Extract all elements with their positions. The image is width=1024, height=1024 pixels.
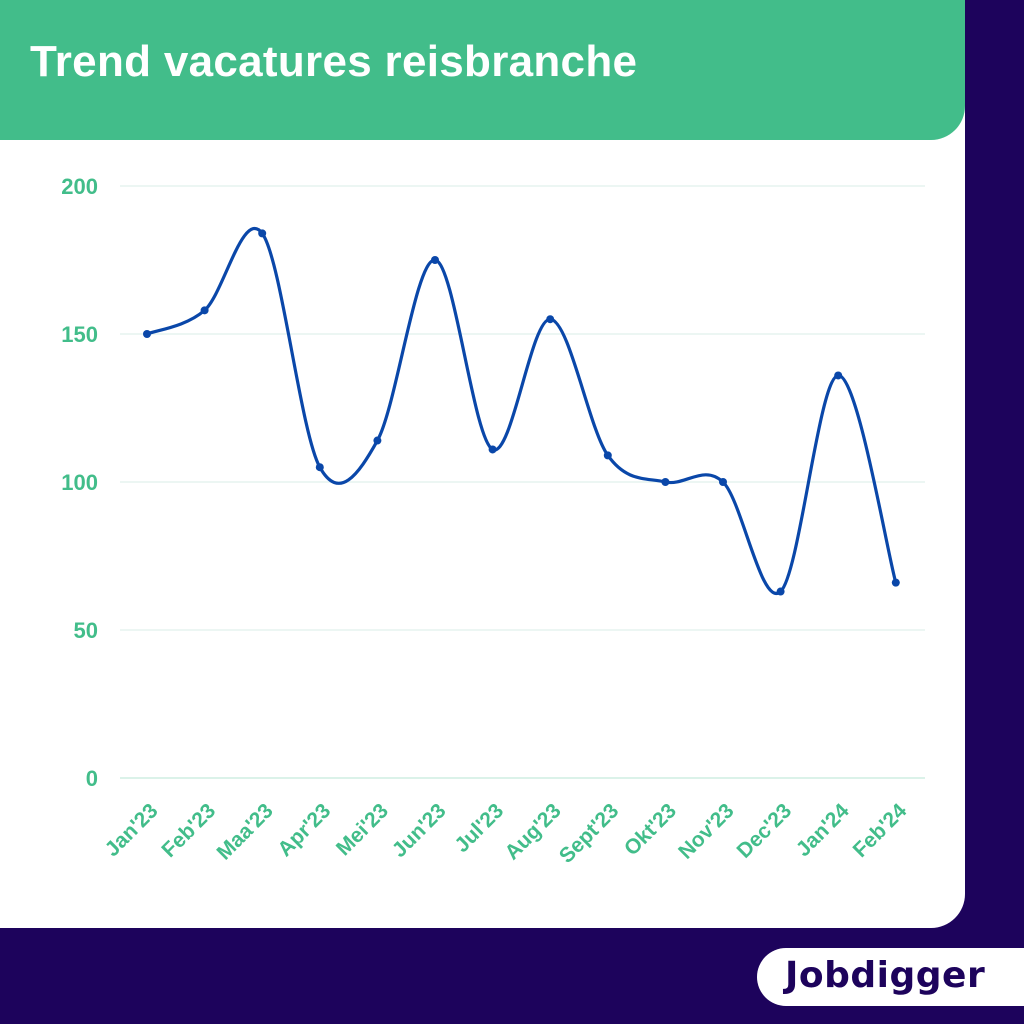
y-tick-label: 100 [61,470,98,495]
data-point [143,330,151,338]
chart-card: Trend vacatures reisbranche 0 50 100 150 200… [0,0,965,928]
series-line [145,227,898,596]
y-tick-label: 150 [61,322,98,347]
data-point [488,445,497,454]
header-banner: Trend vacatures reisbranche [0,0,965,140]
data-point [546,315,555,324]
x-tick-label: Jun'23 [388,799,451,862]
y-tick-label: 200 [61,174,98,199]
data-point [431,256,439,264]
data-point [315,463,324,472]
x-tick-label: Mei'23 [332,799,393,860]
x-tick-label: Okt'23 [620,799,681,860]
data-point [603,451,612,460]
x-tick-label: Nov'23 [674,799,738,863]
x-tick-label: Dec'23 [733,799,797,863]
line-chart: 0 50 100 150 200 Jan'23Feb'23Maa'23Apr'23Mei'… [61,174,925,868]
x-tick-label: Feb'23 [157,799,220,862]
data-point [373,436,382,445]
data-point [258,229,267,238]
data-point [719,478,727,486]
y-tick-label: 0 [86,766,98,791]
data-point [891,578,900,587]
x-tick-label: Maa'23 [213,799,278,864]
data-point [200,306,209,315]
data-point [834,371,843,380]
data-point [661,478,670,486]
x-tick-label: Apr'23 [273,799,335,861]
x-tick-label: Jan'23 [101,799,163,861]
jobdigger-logo: Jobdigger [757,948,1024,1006]
x-tick-label: Aug'23 [501,799,566,864]
logo-text: Jobdigger [785,955,986,996]
y-tick-label: 50 [74,618,98,643]
x-tick-label: Jan'24 [792,799,854,861]
x-tick-label: Sept'23 [555,799,623,867]
data-point [776,587,785,596]
x-tick-label: Feb'24 [849,799,912,862]
chart-title: Trend vacatures reisbranche [30,37,638,86]
